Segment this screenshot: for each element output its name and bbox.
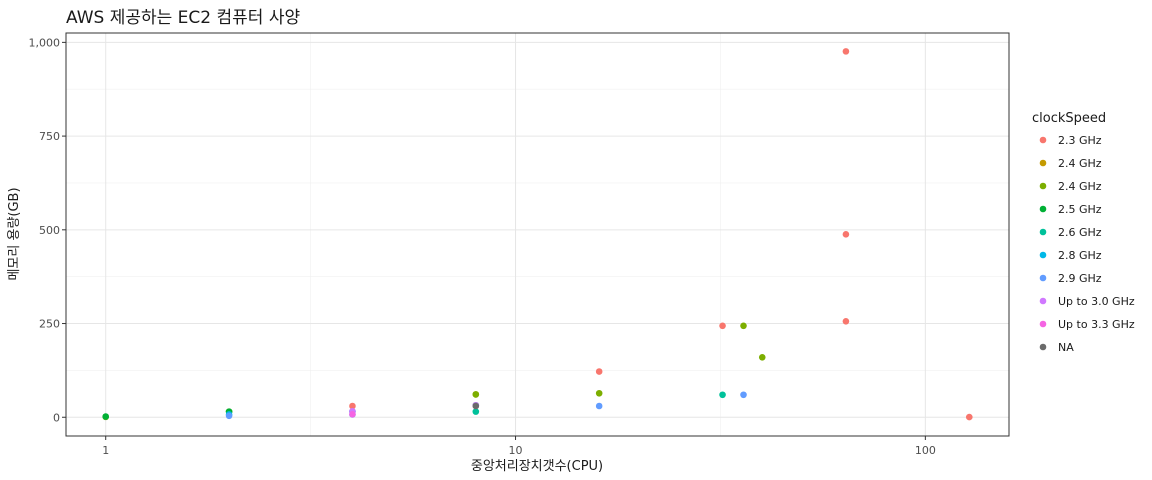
x-tick-label: 100 [915, 444, 936, 457]
legend-label: Up to 3.0 GHz [1058, 295, 1135, 308]
legend-key [1039, 228, 1047, 236]
data-points [102, 48, 973, 421]
x-axis-title: 중앙처리장치갯수(CPU) [471, 459, 603, 474]
legend-key [1039, 251, 1047, 259]
data-point [225, 412, 233, 420]
legend-label: 2.8 GHz [1058, 249, 1102, 262]
y-tick-label: 500 [39, 224, 60, 237]
x-tick-label: 1 [102, 444, 109, 457]
legend-label: 2.6 GHz [1058, 226, 1102, 239]
y-axis-title: 메모리 용량(GB) [7, 187, 22, 280]
data-point [758, 353, 766, 361]
legend-key [1039, 274, 1047, 282]
legend-key [1039, 205, 1047, 213]
data-point [472, 408, 480, 415]
legend-key [1039, 159, 1047, 167]
legend-key [1039, 297, 1047, 305]
data-point [719, 322, 726, 330]
data-point [595, 389, 603, 397]
data-point [349, 410, 356, 418]
data-point [719, 391, 726, 399]
legend-label: 2.5 GHz [1058, 203, 1102, 216]
legend-key [1039, 136, 1047, 144]
legend-label: 2.4 GHz [1058, 157, 1102, 170]
legend-label: 2.9 GHz [1058, 272, 1102, 285]
chart-title: AWS 제공하는 EC2 컴퓨터 사양 [66, 8, 300, 28]
y-tick-label: 1,000 [29, 36, 61, 49]
data-point [740, 391, 747, 399]
data-point [842, 231, 850, 238]
y-tick-label: 750 [39, 130, 60, 143]
x-tick-label: 10 [509, 444, 523, 457]
legend-label: Up to 3.3 GHz [1058, 318, 1135, 331]
legend-label: 2.4 GHz [1058, 180, 1102, 193]
x-axis-ticks: 1 10 100 [102, 436, 936, 457]
legend-key [1039, 320, 1047, 328]
data-point [842, 48, 850, 55]
legend-label: NA [1058, 341, 1074, 354]
gridlines [66, 33, 1009, 436]
legend-key [1039, 343, 1047, 351]
data-point [965, 413, 973, 421]
y-axis-ticks: 0 250 500 750 1,000 [29, 36, 66, 424]
legend-title: clockSpeed [1032, 111, 1106, 126]
legend-label: 2.3 GHz [1058, 134, 1102, 147]
panel-border [65, 32, 1010, 437]
y-tick-label: 250 [39, 318, 60, 331]
data-point [102, 413, 110, 420]
legend-items: 2.3 GHz 2.4 GHz 2.4 GHz 2.5 GHz 2.6 GHz 2.8 G… [1039, 134, 1135, 354]
data-point [842, 317, 850, 325]
y-tick-label: 0 [53, 411, 60, 424]
data-point [349, 402, 356, 410]
legend-key [1039, 182, 1047, 190]
data-point [595, 368, 603, 375]
data-point [595, 402, 603, 410]
data-point [740, 322, 747, 330]
data-point [472, 402, 480, 410]
data-point [472, 391, 480, 398]
